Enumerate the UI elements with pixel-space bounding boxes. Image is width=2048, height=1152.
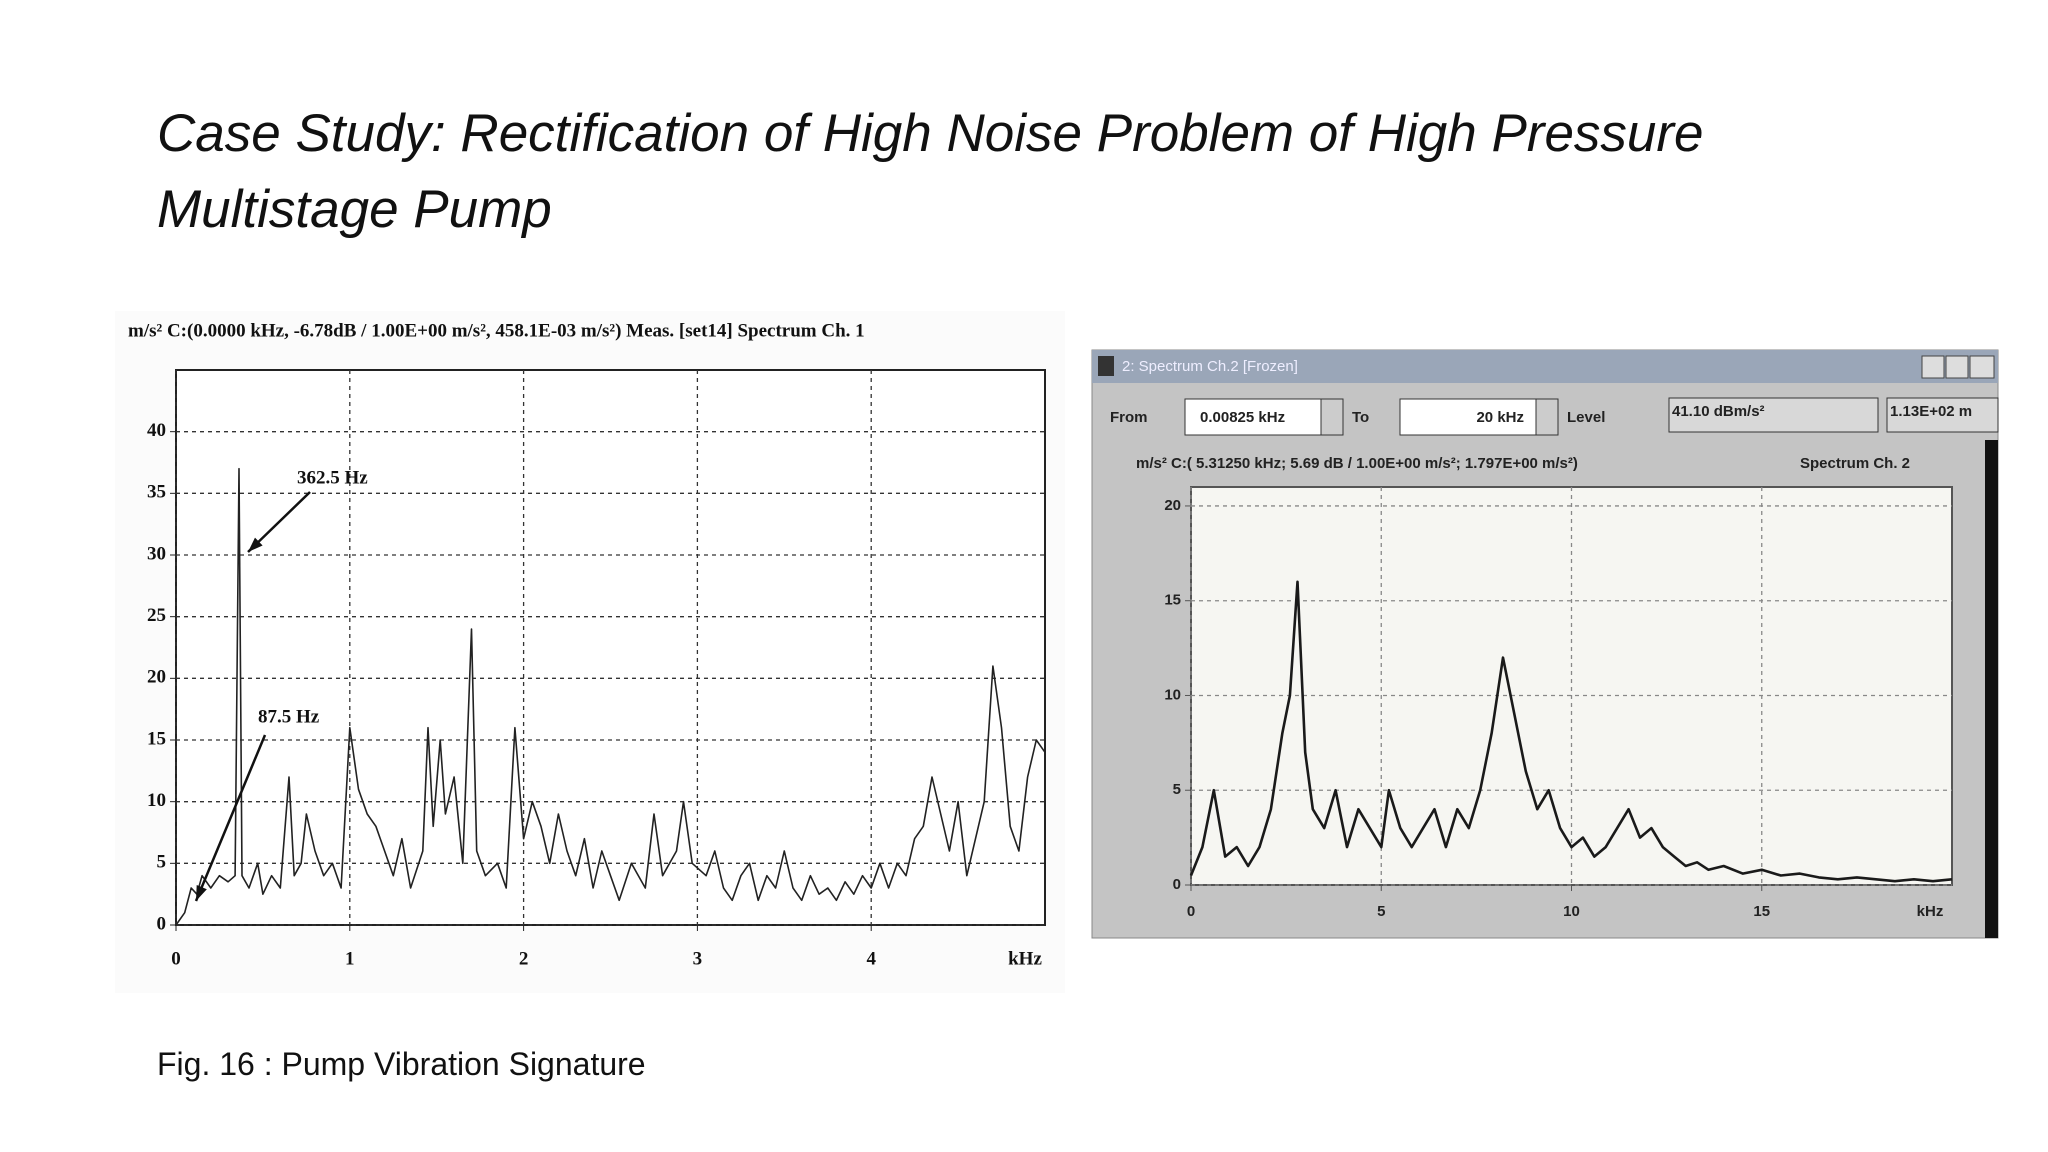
x-unit-label: kHz: [1917, 903, 1944, 920]
y-tick-label: 35: [147, 482, 166, 503]
level-label: Level: [1567, 409, 1605, 426]
y-tick-label: 0: [1173, 876, 1181, 893]
maximize-button[interactable]: [1945, 355, 1969, 379]
to-value: 20 kHz: [1476, 409, 1524, 426]
y-tick-label: 0: [157, 913, 167, 934]
chart-header-right: Spectrum Ch. 2: [1800, 455, 1910, 472]
from-dropdown[interactable]: [1320, 398, 1344, 436]
annotation: 87.5 Hz: [258, 706, 320, 727]
arrow-head: [196, 885, 207, 901]
y-tick-label: 10: [147, 790, 166, 811]
from-label: From: [1110, 409, 1148, 426]
chart-header: m/s² C:(0.0000 kHz, -6.78dB / 1.00E+00 m…: [128, 320, 865, 341]
x-tick-label: 0: [171, 948, 181, 969]
y-tick-label: 5: [1173, 781, 1181, 798]
x-tick-label: 10: [1563, 903, 1580, 920]
slide-title: Case Study: Rectification of High Noise …: [157, 104, 1704, 239]
figure-caption: Fig. 16 : Pump Vibration Signature: [157, 1046, 646, 1082]
close-button[interactable]: [1969, 355, 1995, 379]
x-tick-label: 2: [519, 948, 529, 969]
scrollbar[interactable]: [1985, 440, 1998, 938]
to-input[interactable]: [1399, 398, 1537, 436]
chart-1: m/s² C:(0.0000 kHz, -6.78dB / 1.00E+00 m…: [115, 311, 1065, 993]
x-tick-label: 3: [693, 948, 703, 969]
x-tick-label: 1: [345, 948, 355, 969]
to-dropdown[interactable]: [1535, 398, 1559, 436]
spectrum-line: [1189, 580, 1953, 883]
annotation-arrow: [194, 734, 267, 902]
y-tick-label: 25: [147, 605, 166, 626]
level-box: [1668, 397, 1879, 433]
x-tick-label: 4: [866, 948, 876, 969]
y-tick-label: 5: [157, 852, 167, 873]
y-tick-label: 15: [147, 728, 166, 749]
x-tick-label: 15: [1753, 903, 1770, 920]
x-tick-label: 0: [1187, 903, 1195, 920]
y-tick-label: 10: [1164, 686, 1181, 703]
from-value: 0.00825 kHz: [1200, 409, 1285, 426]
window-title: 2: Spectrum Ch.2 [Frozen]: [1122, 358, 1298, 375]
y-tick-label: 20: [147, 667, 166, 688]
extra-box: [1886, 397, 1999, 433]
minimize-button[interactable]: [1921, 355, 1945, 379]
to-label: To: [1352, 409, 1369, 426]
annotation: 362.5 Hz: [297, 467, 368, 488]
window-icon: [1098, 356, 1114, 376]
plot-area: [175, 369, 1046, 926]
spectrum-line: [175, 467, 1046, 926]
y-tick-label: 40: [147, 420, 166, 441]
title-bar: [1092, 350, 1998, 383]
chart-header: m/s² C:( 5.31250 kHz; 5.69 dB / 1.00E+00…: [1136, 455, 1578, 472]
chart-2: 2: Spectrum Ch.2 [Frozen] From 0.00825 k…: [1091, 349, 1999, 939]
y-tick-label: 30: [147, 543, 166, 564]
arrow-head: [248, 537, 263, 552]
y-tick-label: 20: [1164, 497, 1181, 514]
x-unit-label: kHz: [1008, 948, 1042, 969]
level-value: 41.10 dBm/s²: [1672, 403, 1765, 420]
y-tick-label: 15: [1164, 592, 1181, 609]
x-tick-label: 5: [1377, 903, 1385, 920]
extra-value: 1.13E+02 m: [1890, 403, 1972, 420]
